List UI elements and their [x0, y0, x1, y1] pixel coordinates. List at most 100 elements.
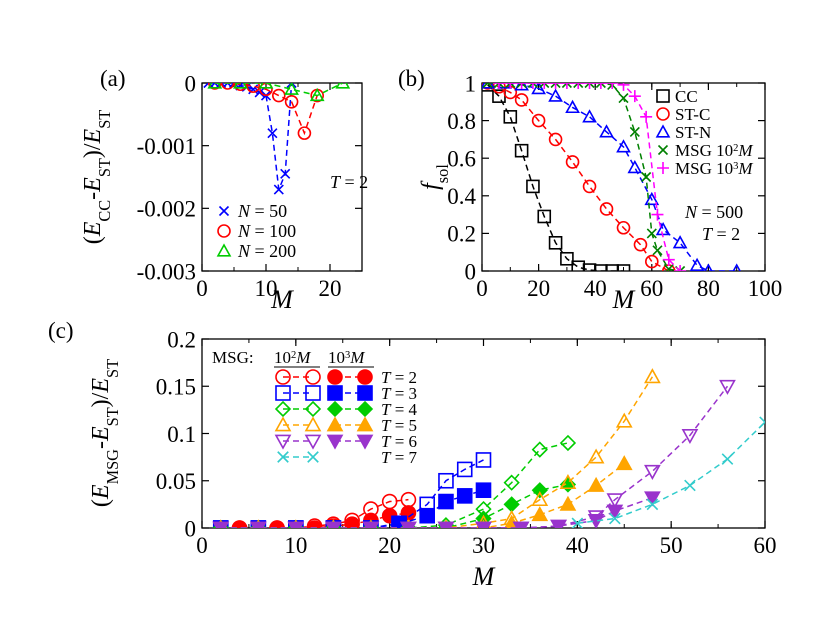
legend-marker	[327, 369, 343, 385]
series-1	[482, 83, 676, 271]
data-point	[438, 472, 454, 489]
data-point	[249, 521, 267, 528]
data-point	[633, 237, 648, 252]
x-tick-label: 10	[284, 533, 307, 558]
data-point	[400, 521, 417, 528]
data-point	[531, 441, 548, 458]
data-point	[565, 155, 580, 169]
series-line	[577, 421, 765, 525]
data-point	[644, 491, 661, 507]
data-point	[419, 507, 436, 524]
legend-label: T = 6	[381, 432, 417, 451]
data-point	[438, 493, 454, 510]
data-point	[560, 83, 573, 89]
y-tick-label: -0.001	[137, 134, 196, 159]
data-point	[503, 496, 520, 513]
panel-c: 0 10 20 30 40 50 60 0 0.05 0.1 0.15 0.2 (c) M (EMSG-ES…	[48, 318, 777, 591]
y-tick-label: 1	[465, 71, 477, 96]
legend-marker	[305, 385, 321, 401]
data-point	[267, 128, 278, 139]
data-point	[549, 83, 562, 89]
data-point	[233, 83, 248, 92]
data-point	[629, 126, 640, 137]
legend-marker	[357, 385, 373, 401]
series-line	[220, 497, 653, 528]
data-point	[662, 253, 675, 266]
data-point	[599, 202, 614, 216]
x-tick-label: 20	[527, 276, 550, 301]
legend-marker	[326, 400, 344, 418]
y-axis-label: (ECC-EST)/EST	[80, 110, 114, 245]
y-tick-label: 0.1	[167, 422, 196, 447]
legend-marker	[326, 434, 344, 450]
legend-col2: 103M	[328, 348, 365, 367]
data-point	[582, 179, 597, 194]
x-axis-label: M	[270, 285, 294, 314]
data-point	[207, 83, 223, 89]
data-point	[286, 83, 297, 89]
x-tick-label: 80	[697, 276, 720, 301]
data-point	[548, 236, 563, 250]
data-point	[344, 516, 360, 528]
data-point	[689, 257, 705, 271]
legend-marker	[357, 369, 373, 385]
legend-marker	[657, 162, 669, 174]
data-point	[663, 264, 674, 271]
data-point	[504, 83, 517, 89]
data-point	[287, 521, 305, 528]
series-line	[208, 83, 293, 190]
data-point	[605, 264, 619, 271]
data-point	[297, 126, 312, 140]
data-point	[284, 83, 299, 95]
panel-label: (a)	[100, 66, 126, 91]
series-line	[214, 83, 318, 136]
data-point	[732, 263, 741, 271]
series-line	[487, 84, 624, 271]
series-line	[220, 489, 484, 528]
series-line	[220, 376, 654, 528]
data-point	[208, 83, 222, 90]
data-point	[644, 191, 660, 206]
data-point	[475, 452, 492, 468]
legend-marker	[274, 416, 292, 432]
legend-label: T = 4	[381, 400, 418, 419]
y-tick-label: 0.4	[447, 184, 476, 209]
legend-label: ST-N	[675, 123, 711, 142]
y-tick-label: -0.003	[137, 259, 196, 284]
y-tick-label: 0.2	[447, 222, 476, 247]
data-point	[482, 83, 493, 89]
plot-frame	[201, 82, 363, 272]
data-point	[335, 83, 351, 89]
series-10	[571, 416, 765, 528]
y-tick-label: 0	[185, 71, 197, 96]
data-point	[646, 228, 657, 239]
series-3	[482, 83, 686, 271]
data-point	[437, 521, 455, 528]
data-point	[644, 464, 661, 480]
data-point	[456, 488, 473, 504]
y-tick-label: 0.2	[167, 327, 196, 352]
legend-marker	[304, 400, 322, 418]
legend-marker	[655, 124, 671, 138]
y-tick-label: -0.002	[137, 197, 196, 222]
data-point	[646, 498, 659, 511]
x-tick-label: 50	[660, 533, 683, 558]
legend-marker	[218, 205, 230, 217]
data-point	[719, 379, 736, 395]
data-point	[550, 519, 567, 528]
legend-marker	[274, 400, 292, 418]
data-point	[674, 265, 687, 271]
y-tick-label: 0.15	[156, 375, 196, 400]
legend-label: N = 200	[237, 241, 296, 261]
y-axis-label: fsol	[418, 164, 452, 190]
series-1	[212, 505, 417, 528]
data-point	[584, 83, 595, 89]
data-point	[550, 83, 561, 89]
legend-marker	[217, 224, 231, 238]
data-point	[271, 88, 286, 103]
legend-marker	[216, 243, 232, 257]
y-tick-label: 0	[465, 259, 477, 284]
data-point	[559, 434, 577, 452]
data-point	[572, 83, 585, 89]
